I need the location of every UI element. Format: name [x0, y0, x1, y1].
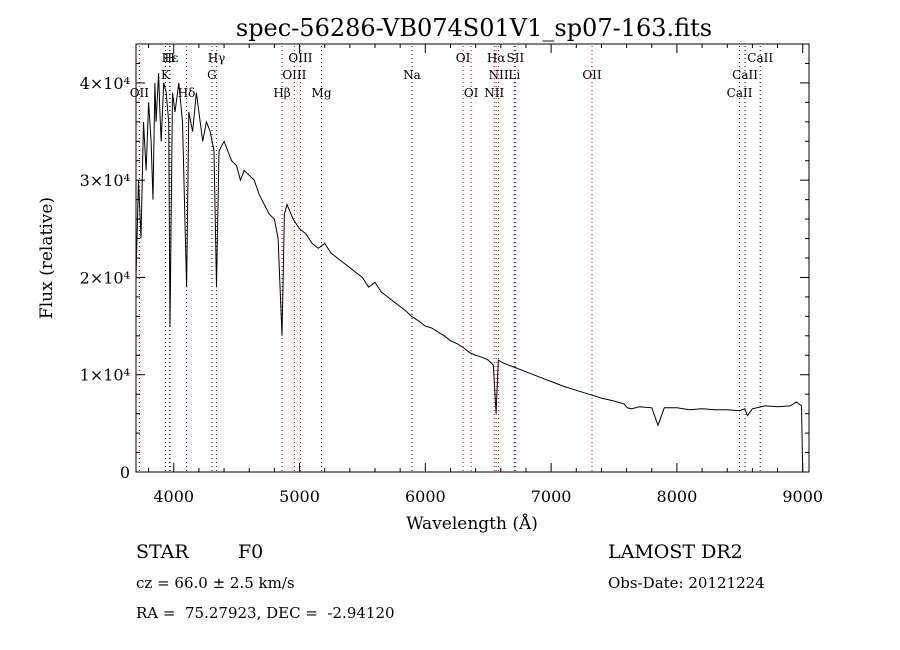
y-tick-label: 4×10⁴	[80, 74, 130, 93]
y-axis-label: Flux (relative)	[37, 197, 57, 319]
line-label: Hγ	[208, 51, 226, 65]
y-tick-label: 2×10⁴	[80, 268, 130, 287]
x-tick-label: 7000	[531, 487, 572, 506]
line-label: Hδ	[178, 86, 196, 100]
x-tick-label: 6000	[405, 487, 446, 506]
x-tick-label: 8000	[657, 487, 698, 506]
line-label: OI	[456, 51, 471, 65]
line-label: Hε	[162, 51, 179, 65]
x-axis-ticks: 4000 5000 6000 7000 8000 9000	[148, 44, 823, 506]
line-label: CaII	[727, 86, 753, 100]
line-label: Na	[403, 68, 421, 82]
redshift-text: cz = 66.0 ± 2.5 km/s	[136, 574, 295, 592]
line-label: OIII	[282, 68, 306, 82]
object-class: STAR	[136, 541, 189, 563]
line-label: Mg	[312, 86, 332, 100]
reference-lines	[138, 46, 761, 472]
y-axis-ticks: 0 1×10⁴ 2×10⁴ 3×10⁴ 4×10⁴	[80, 62, 809, 482]
survey-name: LAMOST DR2	[608, 541, 743, 563]
x-tick-label: 4000	[153, 487, 194, 506]
y-tick-label: 3×10⁴	[80, 171, 130, 190]
line-label: Hβ	[273, 86, 290, 100]
observation-date: Obs-Date: 20121224	[608, 574, 765, 592]
line-label: OII	[582, 68, 602, 82]
line-label: OIII	[288, 51, 312, 65]
line-label: Li	[508, 68, 520, 82]
y-tick-label: 0	[120, 463, 130, 482]
line-label: Hα	[487, 51, 506, 65]
line-label: G	[207, 68, 217, 82]
object-subclass: F0	[238, 541, 264, 563]
plot-frame	[135, 43, 810, 473]
x-tick-label: 9000	[782, 487, 823, 506]
x-tick-label: 5000	[279, 487, 320, 506]
x-axis-label: Wavelength (Å)	[406, 513, 538, 534]
spectrum-series-line	[135, 73, 804, 473]
line-label: SII	[507, 51, 525, 65]
chart-title: spec-56286-VB074S01V1_sp07-163.fits	[236, 14, 712, 42]
line-label: OII	[130, 86, 150, 100]
line-label: K	[161, 68, 171, 82]
line-labels: Hε Hδ Hγ Hβ Hα OII OIII OIII OI OI NII NII SII OII HK G…	[130, 51, 774, 100]
line-label: CaII	[732, 68, 758, 82]
line-label: NII	[484, 86, 504, 100]
coordinates-text: RA = 75.27923, DEC = -2.94120	[136, 604, 395, 622]
y-tick-label: 1×10⁴	[80, 366, 130, 385]
line-label: CaII	[747, 51, 773, 65]
line-label: OI	[464, 86, 479, 100]
line-label: H	[164, 51, 174, 65]
line-label: NII	[489, 68, 509, 82]
